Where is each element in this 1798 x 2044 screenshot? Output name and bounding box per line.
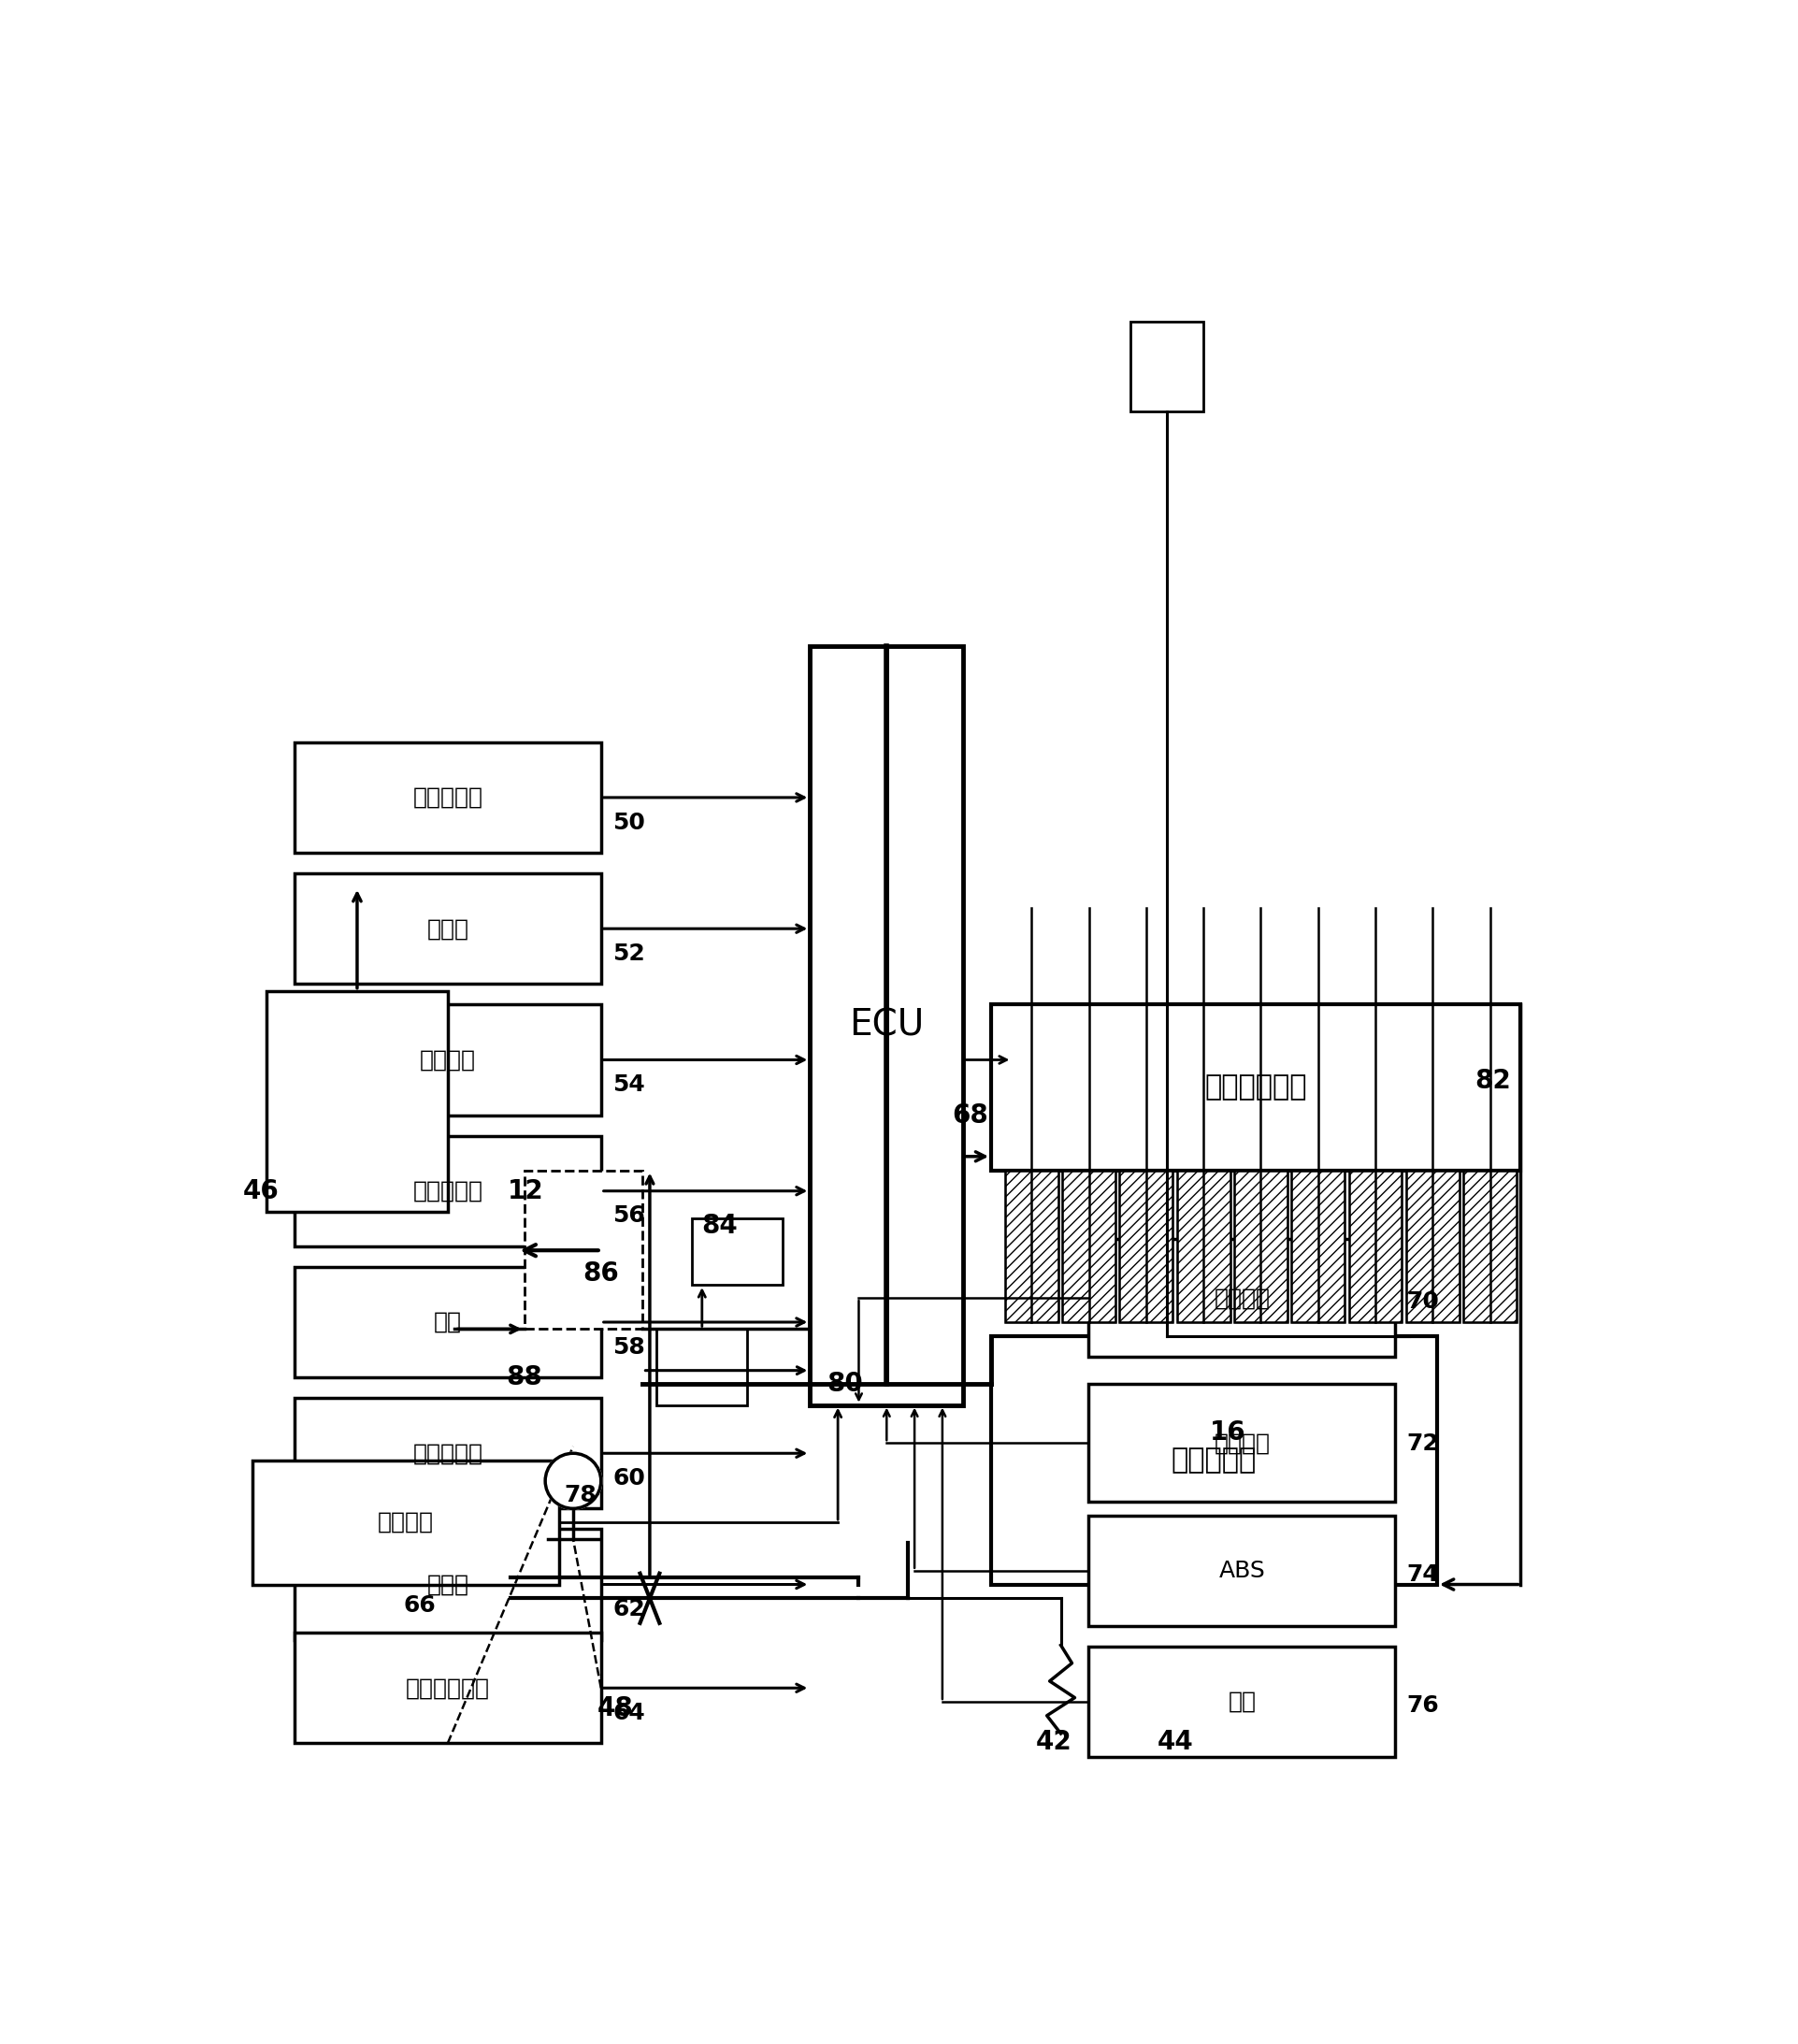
Text: 46: 46	[243, 1177, 279, 1204]
Bar	[1063, 1171, 1115, 1322]
Text: 空调: 空调	[1228, 1690, 1257, 1713]
Bar	[1233, 1171, 1287, 1322]
Bar	[1090, 1384, 1395, 1502]
Bar	[1348, 1171, 1402, 1322]
Text: 车速: 车速	[433, 1310, 462, 1333]
Bar	[295, 742, 601, 852]
Text: 60: 60	[613, 1468, 645, 1490]
Text: 88: 88	[507, 1363, 543, 1390]
Bar	[811, 646, 964, 1404]
Text: ECU: ECU	[849, 1008, 924, 1042]
Bar	[1291, 1171, 1345, 1322]
Bar	[295, 1398, 601, 1508]
Text: 80: 80	[827, 1372, 863, 1398]
Bar	[1120, 1171, 1172, 1322]
Bar	[525, 1171, 644, 1329]
Bar	[1464, 1171, 1516, 1322]
Bar	[1178, 1171, 1230, 1322]
Bar	[1233, 1171, 1287, 1322]
Bar	[656, 1329, 748, 1404]
Bar	[1406, 1171, 1460, 1322]
Text: 液压控制回路: 液压控制回路	[1205, 1073, 1307, 1102]
Text: 48: 48	[597, 1697, 633, 1721]
Bar	[1063, 1171, 1115, 1322]
Text: 52: 52	[613, 942, 645, 965]
Text: 降档开关: 降档开关	[1214, 1431, 1269, 1453]
Bar	[254, 1459, 559, 1584]
Bar	[1120, 1171, 1172, 1322]
Text: 换档手柄位置: 换档手柄位置	[406, 1676, 489, 1699]
Bar	[1291, 1171, 1345, 1322]
Circle shape	[545, 1453, 601, 1508]
Bar	[1406, 1171, 1460, 1322]
Text: 升档开关: 升档开关	[1214, 1288, 1269, 1310]
Text: 70: 70	[1406, 1290, 1440, 1312]
Bar	[295, 873, 601, 983]
Text: 86: 86	[583, 1261, 619, 1288]
Bar	[1131, 321, 1203, 411]
Bar	[991, 1337, 1437, 1584]
Text: 50: 50	[613, 811, 645, 834]
Text: 自动变速器: 自动变速器	[1172, 1447, 1257, 1474]
Bar	[692, 1218, 782, 1286]
Bar	[266, 991, 448, 1212]
Bar	[295, 1004, 601, 1116]
Text: 进气量: 进气量	[426, 918, 469, 940]
Text: 78: 78	[565, 1484, 597, 1506]
Text: 16: 16	[1210, 1419, 1246, 1445]
Text: 72: 72	[1406, 1433, 1440, 1455]
Bar	[1005, 1171, 1059, 1322]
Text: 42: 42	[1036, 1729, 1072, 1756]
Bar	[991, 1004, 1521, 1171]
Bar	[1005, 1171, 1059, 1322]
Bar	[1090, 1647, 1395, 1758]
Text: 冷却剂温度: 冷却剂温度	[412, 1443, 484, 1464]
Bar	[295, 1529, 601, 1639]
Bar	[1090, 1515, 1395, 1625]
Text: 68: 68	[953, 1102, 989, 1128]
Bar	[295, 1267, 601, 1378]
Text: 76: 76	[1406, 1694, 1440, 1717]
Bar	[1178, 1171, 1230, 1322]
Text: 84: 84	[701, 1212, 737, 1239]
Bar	[1348, 1171, 1402, 1322]
Text: 44: 44	[1156, 1729, 1194, 1756]
Bar	[295, 1633, 601, 1744]
Bar	[1464, 1171, 1516, 1322]
Text: 58: 58	[613, 1337, 645, 1357]
Text: 涡轮转速: 涡轮转速	[378, 1511, 433, 1533]
Bar	[1090, 1239, 1395, 1357]
Text: 66: 66	[403, 1594, 437, 1617]
Text: 74: 74	[1406, 1564, 1440, 1586]
Text: 发动机速度: 发动机速度	[412, 787, 484, 809]
Text: 12: 12	[507, 1177, 543, 1204]
Text: 82: 82	[1474, 1067, 1510, 1094]
Text: 制动器: 制动器	[426, 1574, 469, 1596]
Text: 56: 56	[613, 1204, 645, 1226]
Text: 节气门开度: 节气门开度	[412, 1179, 484, 1202]
Text: 进气温度: 进气温度	[419, 1049, 476, 1071]
Text: 62: 62	[613, 1598, 645, 1621]
Text: ABS: ABS	[1219, 1560, 1266, 1582]
Text: 54: 54	[613, 1073, 645, 1096]
Text: 64: 64	[613, 1703, 645, 1723]
Bar	[295, 1136, 601, 1247]
